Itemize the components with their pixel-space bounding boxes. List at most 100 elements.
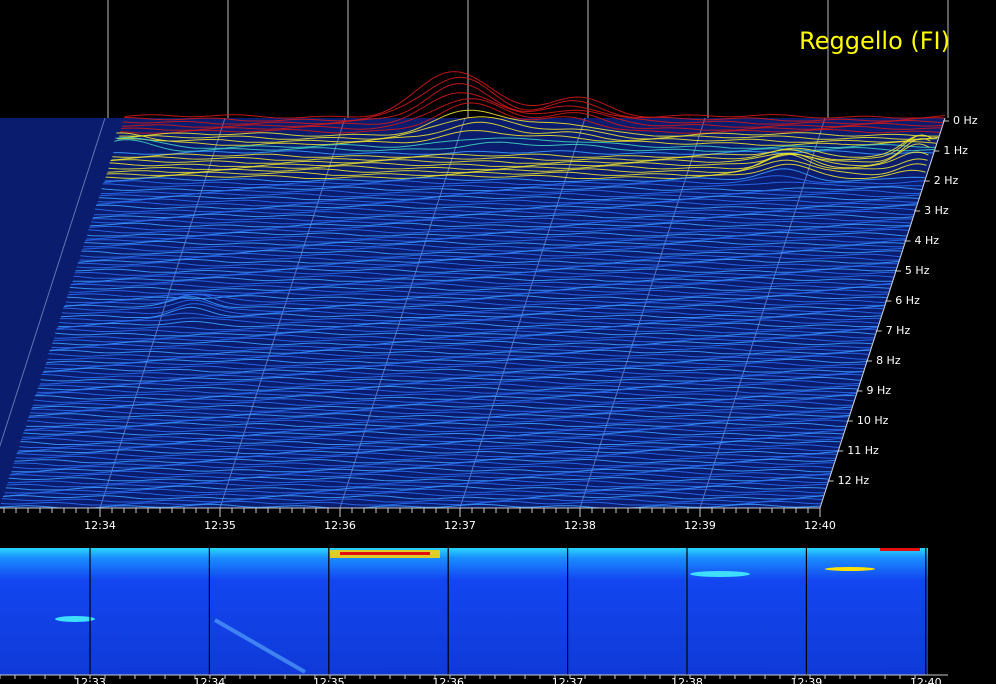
waterfall-traces	[0, 71, 946, 509]
time-label: 12:38	[564, 519, 596, 532]
trace	[89, 225, 910, 231]
trace	[92, 213, 914, 219]
trace	[45, 362, 866, 367]
trace	[52, 340, 873, 346]
trace	[111, 134, 932, 161]
spectrogram-time-label: 12:37	[552, 676, 584, 684]
trace	[65, 293, 886, 303]
trace	[100, 189, 921, 195]
trace	[86, 234, 907, 240]
time-label: 12:34	[84, 519, 116, 532]
trace	[5, 485, 826, 491]
trace	[9, 473, 830, 479]
trace	[42, 370, 863, 376]
time-line-depth	[0, 117, 106, 448]
trace	[19, 443, 840, 448]
spectrogram-time-label: 12:34	[194, 676, 226, 684]
spectrogram-time-label: 12:38	[671, 676, 703, 684]
trace	[33, 398, 854, 403]
trace	[50, 346, 871, 352]
trace	[119, 109, 940, 137]
trace	[29, 410, 851, 415]
trace	[22, 434, 843, 439]
trace	[15, 455, 836, 461]
spectrogram-time-label: 12:40	[910, 676, 942, 684]
spectrogram	[0, 548, 928, 675]
time-label: 12:40	[804, 519, 836, 532]
spectrogram-hotspot	[880, 548, 920, 551]
trace	[8, 476, 829, 482]
trace	[34, 394, 855, 400]
trace	[1, 497, 822, 503]
frequency-label: 8 Hz	[876, 354, 901, 367]
trace	[44, 364, 865, 370]
trace	[104, 168, 925, 182]
trace	[82, 247, 903, 252]
trace	[70, 283, 891, 288]
trace	[30, 407, 852, 412]
trace	[76, 265, 897, 270]
trace	[95, 204, 916, 210]
trace	[7, 479, 828, 485]
trace	[71, 280, 892, 285]
time-label: 12:36	[324, 519, 356, 532]
trace	[38, 383, 859, 388]
trace	[114, 139, 935, 152]
trace	[47, 355, 868, 361]
trace	[90, 222, 911, 228]
trace	[2, 495, 823, 500]
trace	[39, 380, 860, 385]
trace	[115, 137, 936, 149]
trace	[61, 303, 883, 315]
trace	[40, 376, 861, 382]
trace	[108, 151, 929, 170]
trace	[48, 352, 869, 358]
trace	[36, 388, 857, 394]
trace	[6, 482, 827, 488]
frequency-label: 12 Hz	[838, 474, 870, 487]
trace	[4, 488, 825, 494]
spectrogram-time-label: 12:33	[74, 676, 106, 684]
trace	[12, 464, 833, 470]
time-label: 12:35	[204, 519, 236, 532]
trace	[121, 98, 942, 131]
spectrogram-time-label: 12:36	[432, 676, 464, 684]
trace	[62, 299, 884, 312]
trace	[68, 289, 889, 294]
trace	[58, 320, 879, 328]
trace	[53, 337, 874, 343]
trace	[85, 237, 906, 243]
trace	[31, 404, 853, 409]
trace	[24, 428, 845, 433]
trace	[124, 71, 946, 119]
spectrogram-feature	[825, 567, 875, 571]
trace	[66, 295, 887, 300]
trace	[113, 150, 934, 155]
trace	[54, 334, 875, 340]
trace	[64, 293, 885, 306]
trace	[80, 253, 901, 258]
trace	[11, 467, 832, 473]
frequency-label: 5 Hz	[905, 264, 930, 277]
frequency-label: 4 Hz	[915, 234, 940, 247]
trace	[10, 470, 831, 476]
trace	[18, 446, 839, 452]
time-label: 12:39	[684, 519, 716, 532]
spectrogram-time-label: 12:35	[313, 676, 345, 684]
trace	[75, 268, 896, 273]
trace	[107, 153, 928, 173]
frequency-label: 10 Hz	[857, 414, 889, 427]
frequency-label: 6 Hz	[895, 294, 920, 307]
trace	[84, 240, 905, 246]
spectrogram-feature	[213, 618, 307, 674]
spectrogram-axes: 12:33 12:34 12:35 12:36 12:37 12:38 12:39 12:40	[0, 548, 948, 684]
spectrogram-feature	[690, 571, 750, 577]
spectrogram-time-label: 12:39	[791, 676, 823, 684]
trace	[120, 102, 941, 134]
trace	[102, 181, 923, 188]
trace	[96, 201, 917, 207]
trace	[56, 328, 877, 334]
trace	[78, 258, 899, 264]
